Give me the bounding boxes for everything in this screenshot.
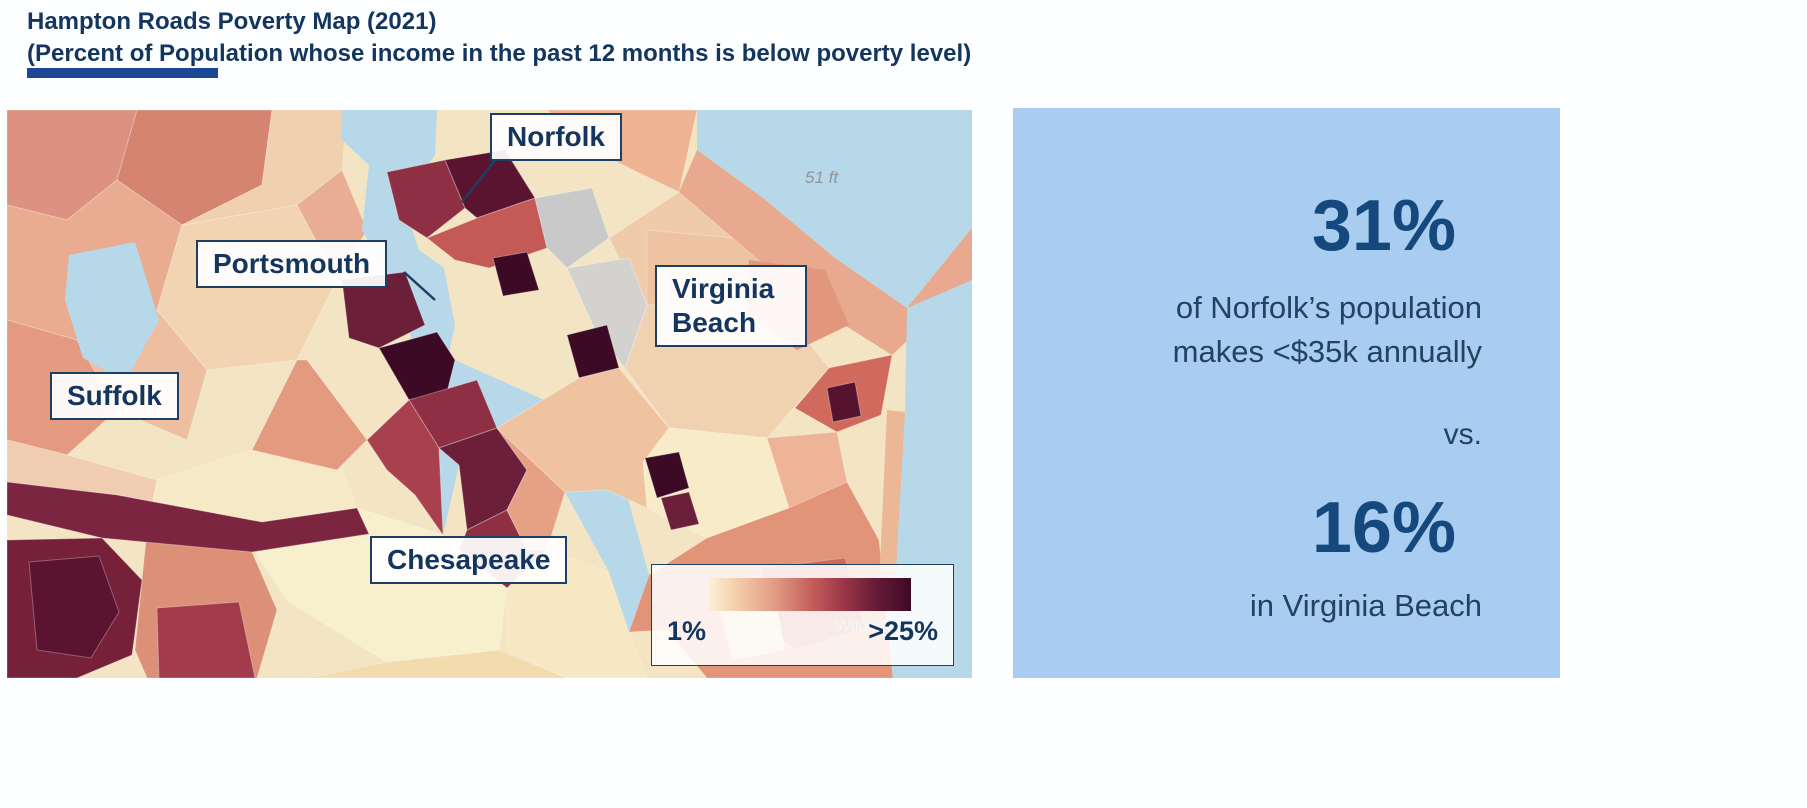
- label-leader-lines: [403, 157, 498, 301]
- norfolk-stat-value: 31%: [1311, 186, 1456, 266]
- legend-gradient-bar: [709, 578, 911, 611]
- legend-max-label: >25%: [868, 616, 938, 646]
- map-tracts: [7, 149, 862, 678]
- norfolk-stat-desc: of Norfolk’s population makes <$35k annu…: [1053, 286, 1482, 374]
- virginia-beach-stat-desc: in Virginia Beach: [1249, 588, 1482, 624]
- page-title-line1: Hampton Roads Poverty Map (2021): [27, 8, 437, 35]
- title-accent-bar: [27, 68, 218, 78]
- page-title: Hampton Roads Poverty Map (2021) (Percen…: [27, 6, 971, 69]
- stats-panel: 31% of Norfolk’s population makes <$35k …: [1013, 108, 1560, 678]
- map-label-norfolk: Norfolk: [490, 113, 622, 162]
- page-title-line2: (Percent of Population whose income in t…: [27, 39, 972, 67]
- map-label-suffolk: Suffolk: [50, 372, 179, 421]
- map-label-virginia-beach: Virginia Beach: [655, 265, 807, 348]
- elevation-note: 51 ft: [805, 168, 839, 187]
- poverty-choropleth-map: Norfolk Portsmouth Virginia Beach Suffol…: [7, 110, 972, 678]
- norfolk-stat-desc-line1: of Norfolk’s population: [1175, 290, 1482, 325]
- versus-label: vs.: [1443, 418, 1482, 452]
- map-label-portsmouth: Portsmouth: [196, 240, 388, 289]
- legend-min-label: 1%: [667, 616, 707, 646]
- norfolk-stat-desc-line2: makes <$35k annually: [1172, 334, 1482, 370]
- virginia-beach-stat-value: 16%: [1311, 488, 1456, 569]
- map-label-chesapeake: Chesapeake: [370, 536, 568, 585]
- map-legend: 1% >25%: [651, 564, 954, 666]
